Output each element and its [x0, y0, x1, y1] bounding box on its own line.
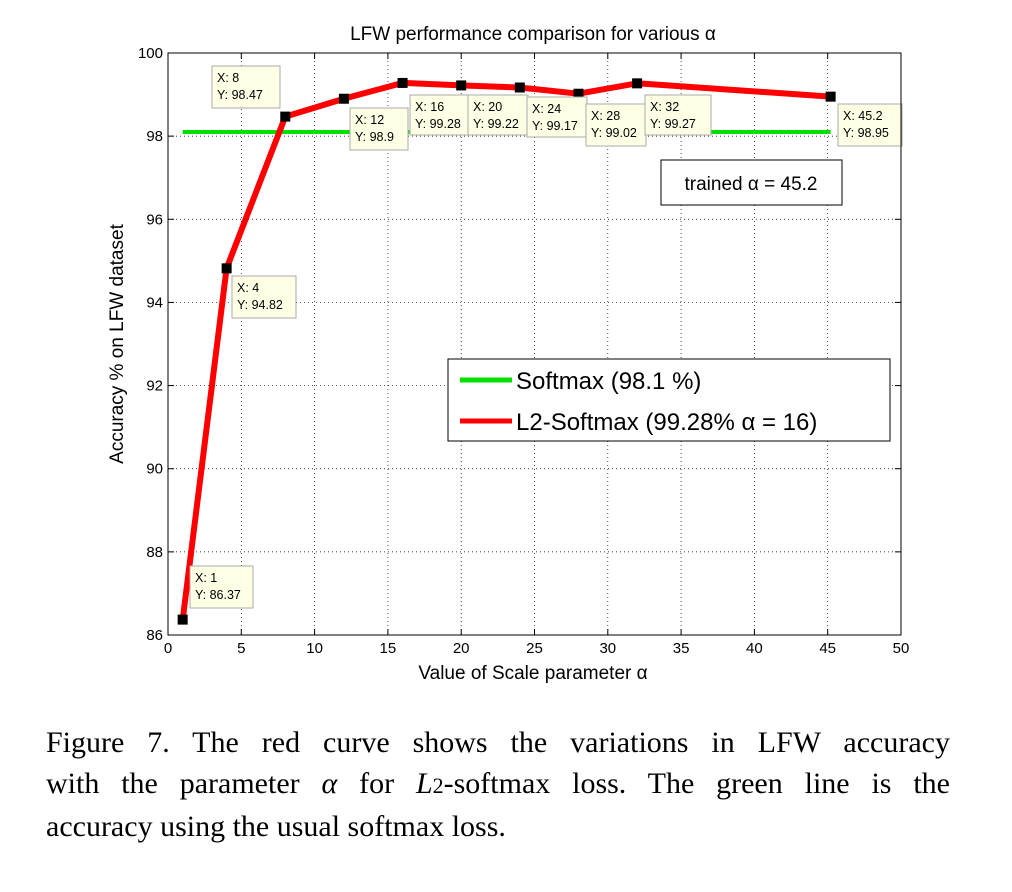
plot-frame [167, 52, 902, 636]
x-tick-label: 45 [819, 640, 836, 657]
data-point-marker [221, 263, 232, 274]
x-tick-label: 25 [526, 640, 543, 657]
data-point-marker [338, 93, 349, 104]
datatip-box [349, 107, 409, 151]
datatip-y-label: Y: 99.02 [591, 126, 637, 140]
datatip-box [189, 565, 254, 609]
y-tick-label: 92 [146, 378, 163, 395]
datatip: X: 24 Y: 99.17 [526, 96, 588, 138]
y-tick-label: 98 [146, 128, 163, 145]
figure-caption: Figure 7. The red curve shows the variat… [46, 722, 950, 847]
data-point-marker [397, 77, 408, 88]
caption-alpha-symbol: α [321, 767, 338, 800]
datatip-x-label: X: 12 [355, 113, 384, 127]
datatip: X: 12 Y: 98.9 [349, 107, 409, 151]
datatip: X: 16 Y: 99.28 [409, 94, 469, 136]
data-point-marker [825, 91, 836, 102]
data-point-marker [632, 78, 643, 89]
datatip-box [526, 96, 588, 138]
datatip-x-label: X: 4 [237, 281, 259, 295]
annotation-box: trained α = 45.2 [660, 159, 843, 206]
legend: Softmax (98.1 %) L2-Softmax (99.28% α = … [447, 358, 891, 442]
caption-l2-subscript: 2 [432, 773, 444, 798]
y-axis-label: Accuracy % on LFW dataset [107, 223, 128, 463]
caption-line-2: with the parameter α for L2-softmax loss… [46, 763, 950, 806]
data-point-marker [514, 82, 525, 93]
datatip-y-label: Y: 98.9 [355, 130, 394, 144]
datatip: X: 45.2 Y: 98.95 [837, 103, 903, 147]
datatip-box [231, 275, 297, 319]
datatip-x-label: X: 20 [473, 100, 502, 114]
x-axis-label: Value of Scale parameter α [418, 663, 647, 684]
x-tick-label: 0 [164, 640, 172, 657]
datatip-y-label: Y: 98.95 [843, 126, 889, 140]
x-tick-label: 50 [893, 640, 910, 657]
datatip-x-label: X: 32 [650, 100, 679, 114]
datatip-box [409, 94, 469, 136]
y-tick-label: 86 [146, 627, 163, 644]
x-tick-label: 15 [380, 640, 397, 657]
caption-text: -softmax loss. The green line is the [443, 767, 950, 800]
caption-l2-symbol: L [415, 767, 433, 800]
datatip-y-label: Y: 99.17 [532, 119, 578, 133]
datatip: X: 8 Y: 98.47 [211, 65, 281, 109]
data-point-marker [177, 614, 188, 625]
datatip-y-label: Y: 94.82 [237, 298, 283, 312]
datatip-box [467, 94, 529, 136]
y-tick-label: 88 [146, 544, 163, 561]
datatip-box [644, 94, 712, 136]
data-point-marker [456, 80, 467, 91]
y-tick-label: 90 [146, 461, 163, 478]
caption-line-3: accuracy using the usual softmax loss. [46, 810, 506, 843]
y-axis-ticks: 86 88 90 92 94 96 98 100 [138, 45, 901, 644]
datatip-x-label: X: 1 [195, 571, 217, 585]
caption-text: for [337, 767, 416, 800]
chart: 0 5 10 15 20 25 30 35 40 45 50 86 88 90 92 94 96 98 100 X… [107, 24, 910, 684]
grid [168, 53, 901, 635]
caption-text: with the parameter [46, 767, 322, 800]
datatip: X: 28 Y: 99.02 [585, 103, 647, 147]
datatip-box [837, 103, 903, 147]
datatip-x-label: X: 28 [591, 109, 620, 123]
legend-label-l2-softmax: L2-Softmax (99.28% α = 16) [516, 409, 817, 436]
datatip-x-label: X: 8 [217, 71, 239, 85]
y-tick-label: 100 [138, 45, 163, 62]
datatip-box [211, 65, 281, 109]
datatip-x-label: X: 16 [415, 100, 444, 114]
caption-line-1: Figure 7. The red curve shows the variat… [46, 726, 950, 759]
datatip: X: 20 Y: 99.22 [467, 94, 529, 136]
datatip-y-label: Y: 99.27 [650, 117, 696, 131]
x-tick-label: 20 [453, 640, 470, 657]
datatip: X: 4 Y: 94.82 [231, 275, 297, 319]
x-tick-label: 35 [673, 640, 690, 657]
datatip: X: 32 Y: 99.27 [644, 94, 712, 136]
series-line-l2-softmax [179, 79, 831, 620]
x-tick-label: 10 [306, 640, 323, 657]
y-tick-label: 94 [146, 294, 163, 311]
datatip-box [585, 103, 647, 147]
x-axis-ticks: 0 5 10 15 20 25 30 35 40 45 50 [164, 53, 910, 657]
x-tick-label: 40 [746, 640, 763, 657]
x-tick-label: 30 [599, 640, 616, 657]
datatip-x-label: X: 45.2 [843, 109, 883, 123]
datatip-y-label: Y: 99.22 [473, 117, 519, 131]
legend-label-softmax: Softmax (98.1 %) [516, 368, 701, 395]
datatip-layer: X: 1 Y: 86.37 X: 4 Y: 94.82 X: 8 Y: 98.47 X: 1… [189, 65, 903, 609]
datatip-x-label: X: 24 [532, 102, 561, 116]
legend-frame [447, 358, 891, 442]
x-tick-label: 5 [237, 640, 245, 657]
annotation-frame [660, 159, 843, 206]
data-point-marker [280, 111, 291, 122]
y-tick-label: 96 [146, 211, 163, 228]
datatip: X: 1 Y: 86.37 [189, 565, 254, 609]
chart-title: LFW performance comparison for various α [350, 24, 716, 45]
annotation-text: trained α = 45.2 [685, 174, 818, 195]
datatip-y-label: Y: 98.47 [217, 88, 263, 102]
data-point-marker [573, 88, 584, 99]
datatip-y-label: Y: 86.37 [195, 588, 241, 602]
datatip-y-label: Y: 99.28 [415, 117, 461, 131]
